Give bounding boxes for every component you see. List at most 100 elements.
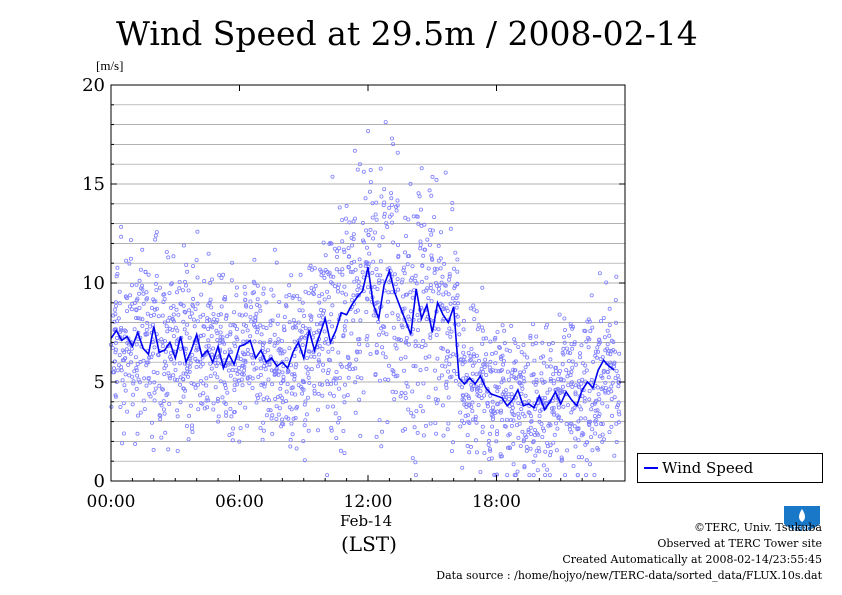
scatter-point (228, 332, 233, 337)
scatter-point (442, 261, 447, 266)
scatter-point (225, 390, 230, 395)
scatter-point (570, 384, 575, 389)
scatter-point (192, 324, 197, 329)
scatter-point (509, 385, 514, 390)
scatter-point (216, 419, 221, 424)
scatter-point (450, 440, 455, 445)
scatter-point (573, 362, 578, 367)
scatter-point (243, 405, 248, 410)
scatter-point (141, 291, 146, 296)
scatter-point (184, 262, 189, 267)
scatter-point (555, 386, 560, 391)
scatter-point (177, 382, 182, 387)
scatter-point (368, 351, 373, 356)
scatter-point (583, 442, 588, 447)
scatter-point (395, 313, 400, 318)
scatter-point (448, 334, 453, 339)
scatter-point (413, 273, 418, 278)
scatter-point (171, 334, 176, 339)
scatter-point (551, 410, 556, 415)
scatter-point (560, 362, 565, 367)
scatter-point (171, 317, 176, 322)
scatter-point (500, 353, 505, 358)
scatter-point (449, 449, 454, 454)
scatter-point (184, 423, 189, 428)
scatter-point (115, 271, 120, 276)
scatter-point (543, 449, 548, 454)
scatter-point (616, 384, 621, 389)
scatter-point (499, 454, 504, 459)
scatter-point (166, 318, 171, 323)
scatter-point (122, 383, 127, 388)
scatter-point (606, 375, 611, 380)
scatter-point (573, 392, 578, 397)
scatter-point (453, 378, 458, 383)
scatter-point (532, 358, 537, 363)
scatter-point (261, 397, 266, 402)
scatter-point (263, 367, 268, 372)
scatter-point (167, 401, 172, 406)
scatter-point (551, 440, 556, 445)
scatter-point (556, 405, 561, 410)
scatter-point (416, 221, 421, 226)
scatter-point (448, 354, 453, 359)
scatter-point (605, 370, 610, 375)
scatter-point (466, 394, 471, 399)
scatter-point (319, 273, 324, 278)
scatter-point (400, 428, 405, 433)
scatter-point (507, 432, 512, 437)
scatter-point (329, 381, 334, 386)
scatter-point (446, 421, 451, 426)
scatter-point (419, 166, 424, 171)
scatter-point (545, 441, 550, 446)
scatter-point (559, 458, 564, 463)
scatter-point (600, 375, 605, 380)
scatter-point (187, 364, 192, 369)
scatter-point (505, 369, 510, 374)
scatter-point (325, 269, 330, 274)
scatter-point (224, 413, 229, 418)
scatter-point (466, 396, 471, 401)
scatter-point (298, 272, 303, 277)
scatter-point (451, 368, 456, 373)
scatter-point (133, 355, 138, 360)
scatter-point (408, 181, 413, 186)
scatter-point (601, 315, 606, 320)
scatter-point (134, 342, 139, 347)
scatter-point (227, 347, 232, 352)
scatter-point (573, 444, 578, 449)
scatter-point (420, 409, 425, 414)
scatter-point (588, 462, 593, 467)
scatter-point (545, 390, 550, 395)
scatter-point (275, 395, 280, 400)
scatter-point (154, 230, 159, 235)
scatter-point (254, 400, 259, 405)
scatter-point (449, 329, 454, 334)
scatter-point (293, 365, 298, 370)
x-tick-label: 00:00 (87, 492, 136, 512)
scatter-point (392, 397, 397, 402)
scatter-point (277, 369, 282, 374)
scatter-point (164, 363, 169, 368)
scatter-point (382, 200, 387, 205)
scatter-point (245, 423, 250, 428)
scatter-point (579, 343, 584, 348)
scatter-point (325, 473, 330, 478)
scatter-point (548, 453, 553, 458)
scatter-point (260, 437, 265, 442)
scatter-point (181, 371, 186, 376)
scatter-point (218, 312, 223, 317)
scatter-point (408, 290, 413, 295)
scatter-point (502, 341, 507, 346)
scatter-point (418, 246, 423, 251)
scatter-point (171, 373, 176, 378)
scatter-point (355, 308, 360, 313)
scatter-point (153, 237, 158, 242)
scatter-point (311, 331, 316, 336)
scatter-point (418, 243, 423, 248)
scatter-point (583, 363, 588, 368)
scatter-point (290, 385, 295, 390)
scatter-point (590, 448, 595, 453)
scatter-point (135, 362, 140, 367)
scatter-point (202, 406, 207, 411)
